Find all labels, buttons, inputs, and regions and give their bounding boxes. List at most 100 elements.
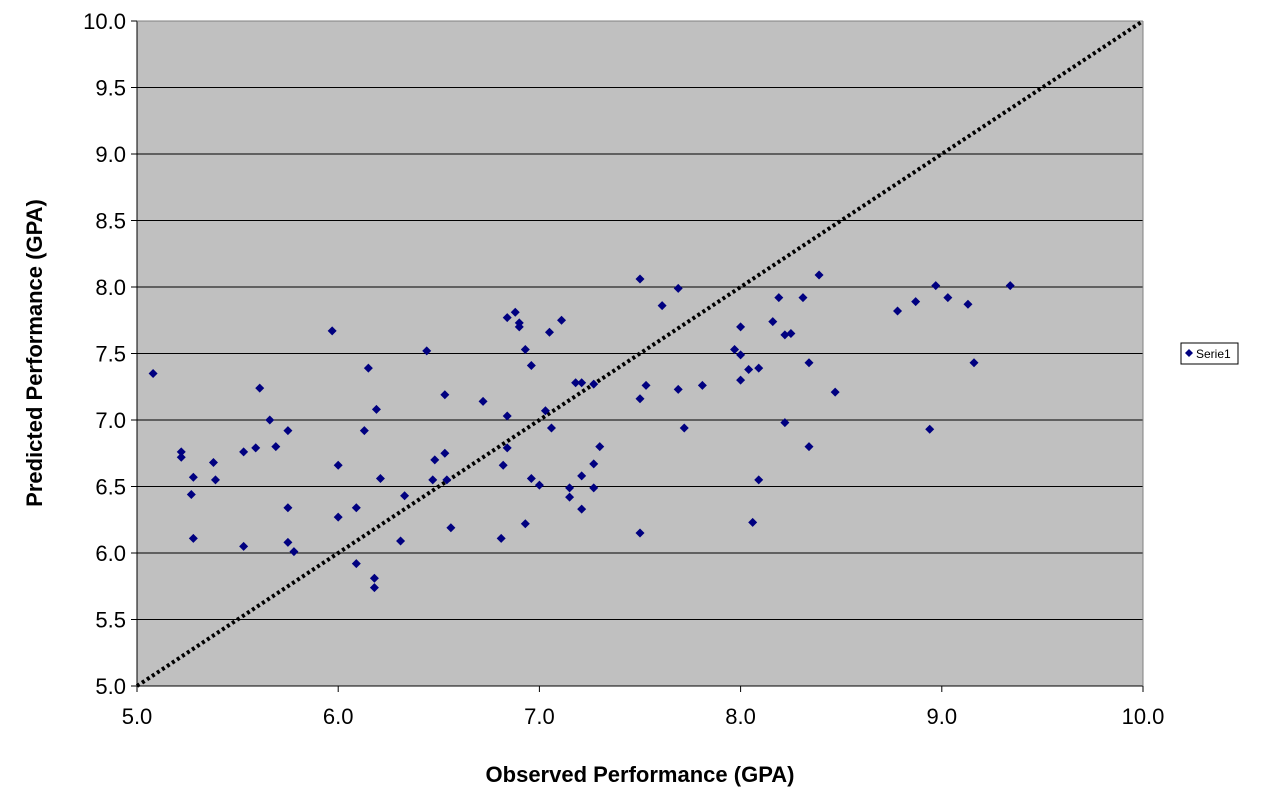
data-point: [534, 480, 544, 490]
data-point: [363, 363, 373, 373]
legend: Serie1: [1180, 342, 1239, 365]
data-point: [577, 504, 587, 514]
data-point: [502, 411, 512, 421]
data-point: [754, 475, 764, 485]
data-point: [359, 426, 369, 436]
tick-labels: 5.0 5.5 6.0 6.5 7.0 7.5 8.0 8.5 9.0 9.5 10.0 5.0 6.0…: [83, 9, 1164, 729]
data-point: [520, 519, 530, 529]
data-point: [369, 583, 379, 593]
x-tick-label: 6.0: [323, 704, 354, 729]
y-tick-label: 8.0: [95, 275, 126, 300]
data-point: [351, 503, 361, 513]
data-point: [635, 274, 645, 284]
y-tick-label: 7.0: [95, 408, 126, 433]
data-point: [176, 452, 186, 462]
data-point: [400, 491, 410, 501]
y-tick-label: 10.0: [83, 9, 126, 34]
data-point: [283, 503, 293, 513]
data-point: [589, 483, 599, 493]
data-point: [635, 394, 645, 404]
data-point: [814, 270, 824, 280]
data-point: [589, 459, 599, 469]
data-point: [514, 322, 524, 332]
data-point: [333, 512, 343, 522]
data-point: [804, 442, 814, 452]
data-point: [440, 390, 450, 400]
x-tick-label: 7.0: [524, 704, 555, 729]
data-point: [641, 380, 651, 390]
data-point: [544, 327, 554, 337]
data-point: [798, 293, 808, 303]
identity-line: [135, 19, 1145, 688]
data-point: [526, 474, 536, 484]
x-tick-label: 10.0: [1122, 704, 1165, 729]
data-point: [679, 423, 689, 433]
data-point: [428, 475, 438, 485]
data-point: [430, 455, 440, 465]
data-point: [176, 447, 186, 457]
data-point: [371, 404, 381, 414]
data-point: [239, 541, 249, 551]
data-point: [502, 443, 512, 453]
data-point: [736, 350, 746, 360]
data-point: [265, 415, 275, 425]
data-point: [804, 358, 814, 368]
data-point: [780, 418, 790, 428]
data-point: [327, 326, 337, 336]
x-axis-title: Observed Performance (GPA): [486, 762, 795, 787]
data-point: [730, 345, 740, 355]
data-point: [186, 489, 196, 499]
data-point: [369, 573, 379, 583]
data-point: [526, 360, 536, 370]
data-point: [577, 471, 587, 481]
data-point: [657, 301, 667, 311]
data-point: [565, 492, 575, 502]
data-point: [446, 523, 456, 533]
data-point: [1005, 281, 1015, 291]
x-tick-label: 8.0: [725, 704, 756, 729]
data-point: [478, 396, 488, 406]
data-point: [697, 380, 707, 390]
data-point: [748, 517, 758, 527]
data-point: [496, 533, 506, 543]
axes: [131, 20, 1144, 692]
data-point: [673, 384, 683, 394]
data-points: [148, 270, 1015, 593]
data-point: [786, 329, 796, 339]
data-point: [595, 442, 605, 452]
data-point: [208, 458, 218, 468]
data-point: [969, 358, 979, 368]
data-point: [736, 375, 746, 385]
y-tick-label: 6.5: [95, 475, 126, 500]
data-point: [375, 474, 385, 484]
y-tick-label: 5.0: [95, 674, 126, 699]
data-point: [283, 426, 293, 436]
data-point: [520, 345, 530, 355]
data-point: [571, 378, 581, 388]
reference-line: [135, 19, 1145, 688]
data-point: [251, 443, 261, 453]
data-point: [422, 346, 432, 356]
y-tick-label: 8.5: [95, 209, 126, 234]
data-point: [289, 547, 299, 557]
y-tick-label: 9.0: [95, 142, 126, 167]
y-tick-label: 9.5: [95, 76, 126, 101]
data-point: [754, 363, 764, 373]
y-tick-label: 6.0: [95, 541, 126, 566]
data-point: [893, 306, 903, 316]
y-axis-title: Predicted Performance (GPA): [22, 199, 47, 507]
data-point: [780, 330, 790, 340]
y-tick-label: 7.5: [95, 342, 126, 367]
data-point: [565, 483, 575, 493]
data-point: [768, 317, 778, 327]
data-point: [283, 537, 293, 547]
data-point: [744, 364, 754, 374]
data-point: [333, 460, 343, 470]
data-point: [440, 448, 450, 458]
data-point: [210, 475, 220, 485]
x-tick-label: 5.0: [122, 704, 153, 729]
data-point: [557, 315, 567, 325]
data-point: [577, 378, 587, 388]
y-tick-label: 5.5: [95, 608, 126, 633]
data-point: [925, 424, 935, 434]
